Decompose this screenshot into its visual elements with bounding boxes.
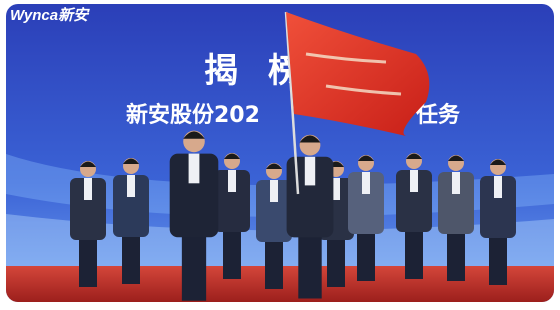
legs [298, 227, 321, 299]
legs [223, 224, 241, 279]
shirt [362, 172, 370, 194]
photo: Wynca新安 揭榜 新安股份202 任务 [6, 4, 554, 302]
legs [447, 226, 465, 281]
page: Wynca新安 揭榜 新安股份202 任务 (() => { const dat… [0, 0, 560, 310]
legs [489, 230, 507, 285]
shirt [270, 180, 278, 202]
shirt [189, 154, 200, 184]
shirt [84, 178, 92, 200]
legs [79, 232, 97, 287]
shirt [494, 176, 502, 198]
legs [265, 234, 283, 289]
shirt [410, 170, 418, 192]
shirt [228, 170, 236, 192]
shirt [305, 157, 315, 186]
legs [357, 226, 375, 281]
legs [327, 232, 345, 287]
legs [122, 229, 140, 284]
legs [182, 227, 206, 301]
logo: Wynca新安 [10, 6, 90, 24]
shirt [127, 175, 135, 197]
subtitle: 新安股份202 [126, 102, 260, 128]
legs [405, 224, 423, 279]
shirt [452, 172, 460, 194]
photo-card: Wynca新安 揭榜 新安股份202 任务 [6, 4, 554, 302]
